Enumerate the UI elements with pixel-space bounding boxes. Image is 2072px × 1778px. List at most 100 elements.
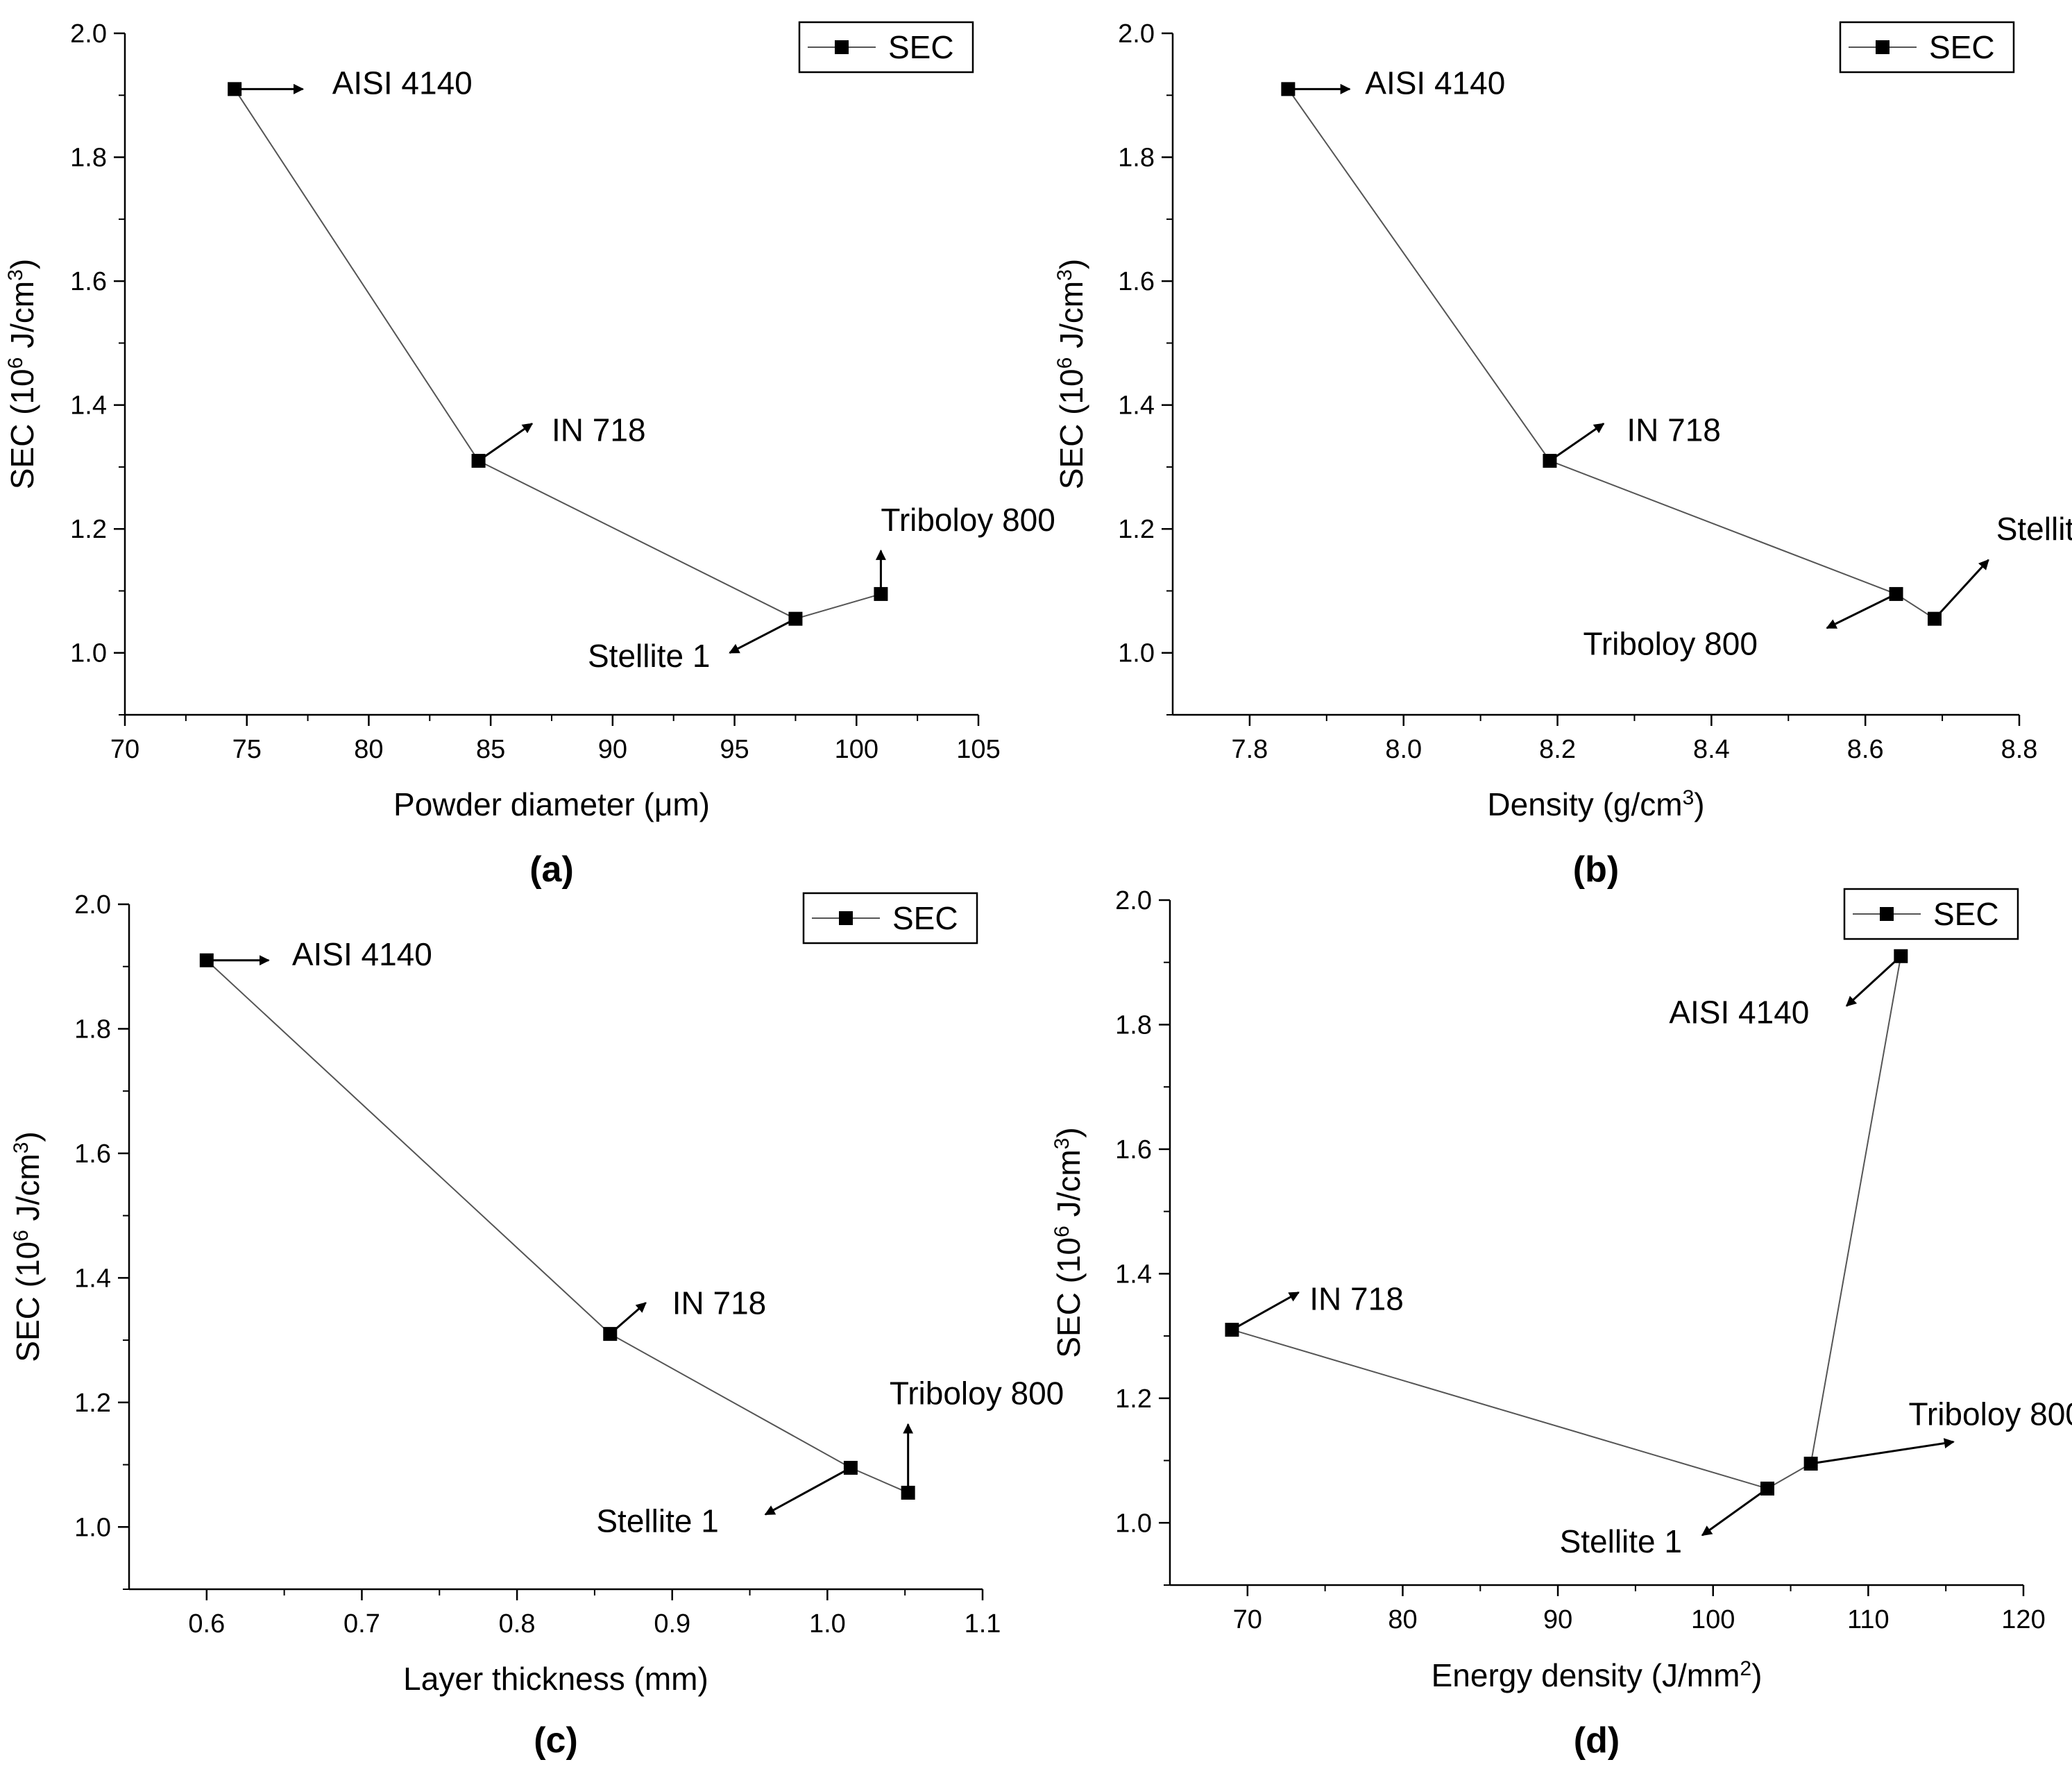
annotation-arrow: [609, 1302, 647, 1335]
annotation-arrow: [1549, 423, 1605, 462]
label-part: ): [1751, 1657, 1762, 1693]
x-axis-label: Powder diameter (μm): [393, 786, 710, 822]
y-axis-label: SEC (106 J/cm3): [10, 1131, 46, 1362]
y-tick-label: 1.4: [70, 391, 107, 421]
label-part: ): [1694, 786, 1704, 822]
x-tick-label: 100: [1691, 1605, 1735, 1634]
annotation-arrow: [477, 423, 534, 462]
legend: SEC: [1843, 888, 2019, 940]
y-tick-label: 1.8: [1118, 144, 1155, 173]
annotation-label: IN 718: [1309, 1280, 1404, 1316]
x-tick-label: 110: [1847, 1605, 1890, 1634]
annotation-arrow: [729, 618, 797, 654]
label-part: SEC (10: [4, 369, 40, 489]
x-tick-label: 1.0: [809, 1609, 846, 1639]
x-tick-label: 80: [1388, 1605, 1417, 1634]
panel-b: 7.8 8.0 8.2 8.4 8.6 8.8 1.0 1.2 1.4 1.6 1.8 2.0 Dens…: [1053, 19, 2072, 890]
annotation-label: AISI 4140: [1669, 994, 1809, 1031]
legend-label: SEC: [888, 29, 954, 65]
annotation-arrow: [764, 1466, 851, 1516]
label-part: J/cm: [1051, 1149, 1087, 1226]
legend-label: SEC: [892, 900, 958, 936]
legend-marker-sample: [835, 40, 849, 54]
label-superscript: 6: [1053, 357, 1076, 369]
x-tick-label: 75: [232, 735, 262, 764]
y-tick-label: 1.6: [74, 1140, 111, 1169]
series-line: [1287, 88, 1935, 620]
y-tick-label: 1.0: [74, 1513, 111, 1542]
x-tick-label: 8.6: [1847, 735, 1884, 764]
x-tick-label: 80: [354, 735, 383, 764]
annotation-label: Stellite 1: [1560, 1523, 1682, 1559]
label-part: Energy density (J/mm: [1432, 1657, 1740, 1693]
annotation-label: Stellite 1: [596, 1502, 718, 1539]
legend-label: SEC: [1933, 896, 1999, 932]
y-tick-label: 2.0: [74, 890, 111, 920]
x-axis-label: Layer thickness (mm): [403, 1661, 708, 1697]
x-tick-label: 85: [476, 735, 505, 764]
x-axis-label: Density (g/cm3): [1487, 786, 1704, 823]
y-tick-label: 1.8: [74, 1015, 111, 1044]
y-axis-label: SEC (106 J/cm3): [1053, 259, 1090, 489]
label-part: Density (g/cm: [1487, 786, 1682, 822]
x-tick-label: 8.4: [1693, 735, 1730, 764]
legend: SEC: [802, 892, 978, 945]
x-tick-label: 8.8: [2001, 735, 2038, 764]
y-tick-label: 1.0: [70, 639, 107, 668]
label-superscript: 3: [1683, 786, 1695, 809]
panel-a: 70 75 80 85 90 95 100 105 1.0 1.2 1.4 1.6 1.8 2.0 Powd…: [4, 19, 1055, 890]
label-superscript: 3: [4, 269, 27, 281]
label-part: J/cm: [10, 1153, 46, 1230]
label-superscript: 3: [1051, 1138, 1073, 1150]
panel-label: (a): [529, 849, 574, 890]
annotation-label: AISI 4140: [1365, 65, 1505, 101]
x-tick-label: 120: [2001, 1605, 2045, 1634]
x-tick-label: 0.6: [188, 1609, 225, 1639]
label-part: SEC (10: [1051, 1237, 1087, 1358]
series-line: [234, 88, 881, 620]
y-tick-label: 1.2: [1118, 515, 1155, 544]
y-tick-label: 1.2: [74, 1389, 111, 1418]
legend-marker-sample: [839, 911, 853, 925]
y-tick-label: 1.4: [1118, 391, 1155, 421]
label-part: ): [10, 1131, 46, 1142]
annotation-arrow: [1845, 955, 1902, 1007]
y-tick-label: 1.4: [1115, 1260, 1152, 1289]
x-tick-label: 8.0: [1385, 735, 1422, 764]
annotation-arrow: [1826, 593, 1897, 629]
panel-label: (b): [1573, 849, 1619, 890]
annotation-label: Triboloy 800: [1909, 1396, 2072, 1432]
x-tick-label: 70: [1233, 1605, 1262, 1634]
series-line: [206, 960, 909, 1493]
x-tick-label: 0.8: [499, 1609, 536, 1639]
x-tick-label: 90: [598, 735, 627, 764]
annotation-label: Stellite 1: [1996, 511, 2072, 547]
panel-label: (d): [1574, 1720, 1620, 1761]
y-tick-label: 2.0: [70, 19, 107, 49]
annotation-label: IN 718: [672, 1285, 767, 1321]
x-tick-label: 105: [956, 735, 1000, 764]
series-line: [1232, 956, 1902, 1490]
y-tick-label: 1.8: [1115, 1010, 1152, 1040]
panel-c: 0.6 0.7 0.8 0.9 1.0 1.1 1.0 1.2 1.4 1.6 1.8 2.0 Laye…: [10, 890, 1064, 1761]
y-axis-label: SEC (106 J/cm3): [1051, 1127, 1087, 1357]
y-tick-label: 1.6: [1118, 267, 1155, 296]
label-part: J/cm: [1053, 281, 1089, 357]
legend: SEC: [1839, 21, 2015, 74]
label-part: SEC (10: [1053, 369, 1089, 489]
annotation-label: AISI 4140: [292, 936, 432, 972]
label-superscript: 6: [1051, 1226, 1073, 1237]
x-tick-label: 1.1: [965, 1609, 1001, 1639]
annotation-arrow: [1933, 559, 1989, 620]
x-tick-label: 70: [110, 735, 139, 764]
annotation-arrow: [1701, 1487, 1768, 1536]
panel-d: 70 80 90 100 110 120 1.0 1.2 1.4 1.6 1.8 2.0 Energy …: [1051, 886, 2072, 1761]
y-tick-label: 2.0: [1115, 886, 1152, 915]
legend: SEC: [798, 21, 974, 74]
label-part: ): [1051, 1127, 1087, 1137]
y-tick-label: 1.0: [1115, 1509, 1152, 1538]
annotation-label: IN 718: [1627, 412, 1721, 448]
x-tick-label: 95: [720, 735, 749, 764]
y-tick-label: 1.4: [74, 1264, 111, 1293]
x-tick-label: 90: [1543, 1605, 1572, 1634]
